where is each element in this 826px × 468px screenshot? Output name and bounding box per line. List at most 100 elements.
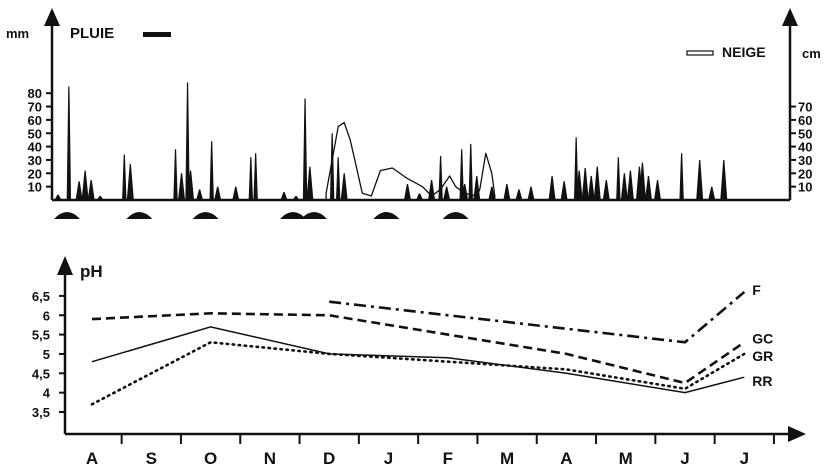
ph-axis-label: pH (80, 262, 103, 281)
rain-peak (214, 186, 222, 200)
legend-snow-label: NEIGE (722, 44, 766, 60)
event-marker (280, 212, 306, 219)
rain-peak (81, 170, 89, 200)
rain-peak (280, 191, 288, 200)
rain-peak (461, 183, 469, 200)
month-label: M (500, 449, 514, 468)
month-label: M (619, 449, 633, 468)
right-tick-label: 20 (798, 166, 812, 181)
left-tick-label: 60 (28, 113, 42, 128)
ph-series-label: GC (752, 330, 773, 346)
right-tick-label: 50 (798, 126, 812, 141)
rain-peak (66, 86, 72, 200)
right-axis-unit: cm (802, 46, 821, 61)
legend-rain-label: PLUIE (70, 25, 114, 42)
rain-peak (503, 183, 511, 200)
month-label: A (86, 449, 98, 468)
rain-peak (638, 162, 646, 200)
ph-tick-label: 3,5 (32, 405, 50, 420)
month-label: J (680, 449, 689, 468)
rain-peak (329, 133, 335, 200)
bottom-x-axis-arrow (788, 426, 806, 442)
rain-peak (548, 175, 556, 200)
rain-peak (96, 195, 104, 200)
left-tick-label: 50 (28, 126, 42, 141)
rain-peak (187, 170, 195, 200)
month-label: N (264, 449, 276, 468)
rain-peak (626, 170, 634, 200)
rain-peak (473, 175, 481, 200)
right-tick-label: 40 (798, 140, 812, 155)
rain-peak (527, 186, 535, 200)
snow-series (325, 121, 496, 201)
rain-peak (335, 157, 341, 200)
rain-peak (644, 175, 652, 200)
snow-outline (325, 121, 496, 201)
rain-peak (173, 149, 178, 200)
left-tick-label: 10 (28, 180, 42, 195)
rain-peak (209, 141, 214, 200)
month-label: O (204, 449, 217, 468)
rain-peak (302, 98, 308, 200)
ph-series-lines (90, 291, 746, 406)
rain-peak (488, 186, 496, 200)
left-y-axis-arrow (44, 8, 60, 26)
ph-series-label: RR (752, 373, 772, 389)
ph-series-label: F (752, 282, 761, 298)
month-label: S (146, 449, 157, 468)
rain-peak (515, 189, 523, 200)
ph-tick-label: 4,5 (32, 366, 50, 381)
rain-peak (248, 157, 254, 200)
rain-peak (292, 195, 300, 200)
ph-series-label: GR (752, 348, 773, 364)
right-tick-label: 30 (798, 153, 812, 168)
rain-peak (75, 181, 83, 200)
ph-line-gc (91, 311, 746, 385)
rain-peak (587, 175, 595, 200)
rain-peak (560, 181, 568, 200)
month-label: A (560, 449, 572, 468)
left-tick-label: 70 (28, 100, 42, 115)
bottom-panel: pH 3,5 4 4,5 5 5,5 6 6,5 A S O N D J F M A M J J F GC GR RR (32, 256, 806, 468)
right-tick-label: 10 (798, 180, 812, 195)
rain-peak (416, 193, 424, 200)
left-tick-label: 40 (28, 140, 42, 155)
rain-peak (459, 149, 464, 200)
rain-peak (232, 186, 240, 200)
month-label: D (323, 449, 335, 468)
rain-peak (679, 153, 684, 200)
ph-series-labels: F GC GR RR (752, 282, 773, 389)
left-tick-label: 30 (28, 153, 42, 168)
rain-peak (696, 159, 704, 200)
ph-tick-label: 5 (43, 347, 50, 362)
event-marker (301, 212, 328, 219)
rain-peak (616, 157, 621, 200)
ph-tick-label: 4 (43, 386, 51, 401)
rain-peak (253, 153, 258, 200)
rain-peak (403, 183, 411, 200)
rain-peak (708, 186, 716, 200)
rain-peak (428, 179, 436, 200)
rain-peak (126, 163, 134, 200)
ph-tick-label: 5,5 (32, 328, 50, 343)
event-marker (54, 212, 81, 219)
rain-peak (620, 173, 628, 200)
rain-peak (340, 173, 348, 200)
event-marker (192, 212, 219, 219)
left-tick-label: 20 (28, 166, 42, 181)
right-tick-label: 60 (798, 113, 812, 128)
right-tick-label: 70 (798, 100, 812, 115)
rain-peak (443, 186, 451, 200)
left-tick-label: 80 (28, 86, 42, 101)
rain-peak (720, 159, 728, 200)
rain-peak (468, 143, 473, 200)
rain-peak (87, 179, 95, 200)
ph-tick-label: 6 (43, 308, 50, 323)
ph-line-gr (90, 340, 746, 406)
month-label: J (740, 449, 749, 468)
ph-line-rr (91, 326, 745, 394)
